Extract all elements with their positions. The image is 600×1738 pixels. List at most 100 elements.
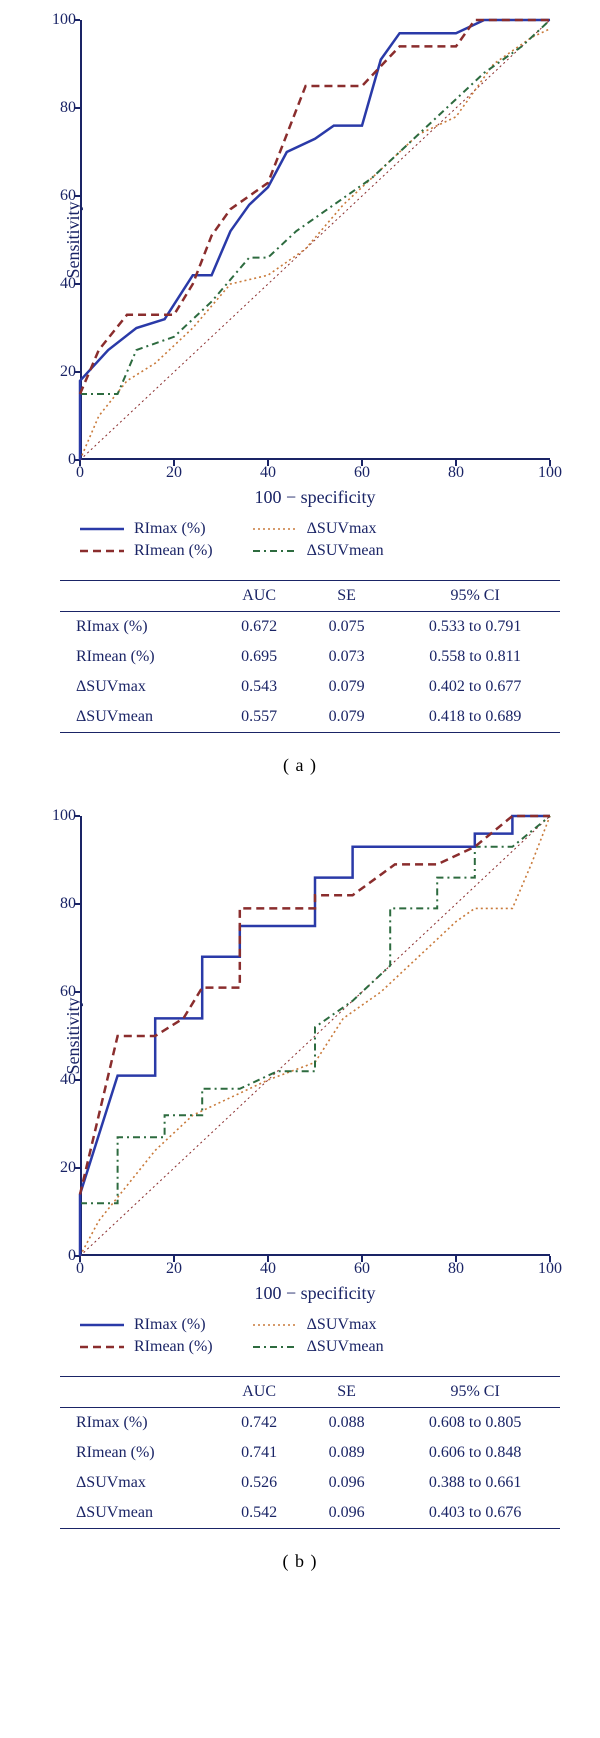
table-cell: 0.557 [215,702,302,733]
roc-chart: Sensitivity100 − specificity002020404060… [80,20,550,460]
roc-curve [80,20,550,394]
stats-table: AUCSE95% CIRImax (%)0.7420.0880.608 to 0… [60,1376,560,1529]
x-tick: 0 [76,464,84,482]
table-row: RImax (%)0.7420.0880.608 to 0.805 [60,1408,560,1439]
x-tick: 20 [166,464,182,482]
legend-item: ΔSUVmax [253,520,384,538]
table-cell: ΔSUVmean [60,702,215,733]
table-cell: 0.606 to 0.848 [390,1438,560,1468]
legend-label: ΔSUVmean [307,1338,384,1356]
table-cell: ΔSUVmax [60,1468,215,1498]
legend: RImax (%) RImean (%) ΔSUVmax ΔSUVmean [80,520,580,560]
table-cell: 0.088 [303,1408,390,1439]
x-tick: 60 [354,1260,370,1278]
x-tick-mark [361,460,363,466]
table-cell: 0.542 [215,1498,302,1529]
y-tick: 0 [50,1247,76,1265]
table-cell: 0.403 to 0.676 [390,1498,560,1529]
y-tick: 0 [50,451,76,469]
table-cell: 0.672 [215,612,302,643]
x-tick: 40 [260,464,276,482]
table-cell: 0.096 [303,1498,390,1529]
col-header [60,581,215,612]
table-cell: 0.096 [303,1468,390,1498]
table-cell: 0.526 [215,1468,302,1498]
table-cell: 0.558 to 0.811 [390,642,560,672]
table-cell: RImax (%) [60,1408,215,1439]
x-tick-mark [173,460,175,466]
x-tick-mark [549,460,551,466]
x-tick: 80 [448,464,464,482]
panel-label: ( b ) [20,1551,580,1572]
legend-item: ΔSUVmean [253,1338,384,1356]
table-cell: 0.742 [215,1408,302,1439]
table-row: ΔSUVmean0.5420.0960.403 to 0.676 [60,1498,560,1529]
legend-label: ΔSUVmax [307,520,377,538]
x-tick: 100 [538,464,562,482]
legend-label: ΔSUVmax [307,1316,377,1334]
roc-chart: Sensitivity100 − specificity002020404060… [80,816,550,1256]
x-tick: 100 [538,1260,562,1278]
col-header: 95% CI [390,1377,560,1408]
table-row: ΔSUVmean0.5570.0790.418 to 0.689 [60,702,560,733]
table-cell: 0.079 [303,672,390,702]
y-tick: 20 [50,1159,76,1177]
table-cell: RImax (%) [60,612,215,643]
legend-item: RImean (%) [80,542,213,560]
x-tick: 20 [166,1260,182,1278]
y-tick: 60 [50,983,76,1001]
x-axis-label: 100 − specificity [254,1283,375,1304]
col-header: AUC [215,1377,302,1408]
col-header: 95% CI [390,581,560,612]
legend-item: ΔSUVmean [253,542,384,560]
table-cell: 0.741 [215,1438,302,1468]
table-cell: 0.075 [303,612,390,643]
legend: RImax (%) RImean (%) ΔSUVmax ΔSUVmean [80,1316,580,1356]
table-cell: 0.089 [303,1438,390,1468]
roc-curve [80,816,550,1203]
x-tick-mark [455,1256,457,1262]
table-cell: 0.695 [215,642,302,672]
table-cell: ΔSUVmean [60,1498,215,1529]
panel-1: Sensitivity100 − specificity002020404060… [20,816,580,1572]
y-tick: 40 [50,275,76,293]
table-cell: ΔSUVmax [60,672,215,702]
table-cell: 0.608 to 0.805 [390,1408,560,1439]
y-tick: 20 [50,363,76,381]
x-tick-mark [267,460,269,466]
table-cell: 0.079 [303,702,390,733]
col-header: SE [303,581,390,612]
legend-label: RImean (%) [134,542,213,560]
table-cell: RImean (%) [60,1438,215,1468]
plot-svg [80,20,550,460]
x-tick: 60 [354,464,370,482]
table-cell: RImean (%) [60,642,215,672]
y-tick: 100 [50,807,76,825]
x-tick: 0 [76,1260,84,1278]
table-cell: 0.073 [303,642,390,672]
y-tick: 80 [50,895,76,913]
legend-item: RImax (%) [80,1316,213,1334]
y-tick: 100 [50,11,76,29]
legend-label: RImax (%) [134,1316,206,1334]
col-header [60,1377,215,1408]
y-tick: 40 [50,1071,76,1089]
panel-0: Sensitivity100 − specificity002020404060… [20,20,580,776]
table-cell: 0.418 to 0.689 [390,702,560,733]
table-cell: 0.543 [215,672,302,702]
table-row: RImean (%)0.7410.0890.606 to 0.848 [60,1438,560,1468]
panel-label: ( a ) [20,755,580,776]
stats-table: AUCSE95% CIRImax (%)0.6720.0750.533 to 0… [60,580,560,733]
legend-label: RImax (%) [134,520,206,538]
x-tick-mark [361,1256,363,1262]
legend-label: ΔSUVmean [307,542,384,560]
x-tick: 40 [260,1260,276,1278]
y-tick: 80 [50,99,76,117]
legend-label: RImean (%) [134,1338,213,1356]
table-row: ΔSUVmax0.5430.0790.402 to 0.677 [60,672,560,702]
legend-item: ΔSUVmax [253,1316,384,1334]
table-cell: 0.402 to 0.677 [390,672,560,702]
table-row: ΔSUVmax0.5260.0960.388 to 0.661 [60,1468,560,1498]
x-axis-label: 100 − specificity [254,487,375,508]
x-tick: 80 [448,1260,464,1278]
